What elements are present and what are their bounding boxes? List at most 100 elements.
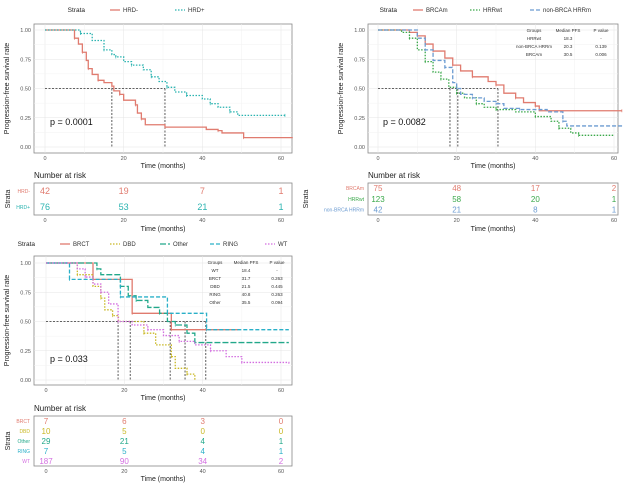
legend-label: RING (223, 242, 238, 248)
risk-x-tick: 0 (376, 218, 379, 224)
legend-label: non-BRCA HRRm (543, 8, 591, 14)
risk-row-label: non-BRCA HRRm (324, 207, 364, 213)
inset-cell: - (600, 36, 602, 41)
y-tick-label: 0.75 (20, 57, 31, 63)
legend-label: HRD- (123, 8, 138, 14)
risk-count: 42 (40, 186, 50, 196)
risk-count: 7 (44, 447, 49, 456)
risk-x-tick: 40 (199, 218, 205, 224)
x-tick-label: 40 (200, 388, 206, 394)
risk-x-tick: 20 (454, 218, 460, 224)
km-panel-1: 0 20 40 60 0.00 0.25 0.50 0.75 1.00 Time (months)… (4, 7, 293, 233)
survival-curve-wt (46, 262, 290, 364)
legend-label: Other (173, 242, 188, 248)
inset-cell: 0.006 (595, 52, 607, 57)
survival-curve-other (46, 262, 289, 344)
x-tick-label: 20 (121, 156, 127, 162)
risk-count: 76 (40, 202, 50, 212)
risk-table-title: Number at risk (34, 404, 87, 413)
p-value: p = 0.0082 (383, 117, 426, 127)
inset-header: Median PFS (234, 260, 259, 265)
y-tick-label: 0.00 (354, 145, 365, 151)
inset-cell: Other (209, 300, 221, 305)
inset-header: P value (594, 28, 609, 33)
x-tick-label: 0 (376, 156, 379, 162)
legend-title: Strata (68, 7, 86, 14)
survival-curve-ring (46, 262, 289, 331)
y-axis-label: Progression-free survival rate (338, 43, 345, 135)
inset-header: Groups (527, 28, 543, 33)
inset-cell: RING (209, 292, 221, 297)
survival-curve-dbd (46, 262, 196, 380)
risk-x-tick: 60 (611, 218, 617, 224)
inset-cell: BRCT (209, 276, 222, 281)
risk-count: 10 (42, 427, 51, 436)
risk-table-panel (367, 182, 619, 216)
y-tick-label: 0.00 (20, 145, 31, 151)
risk-count: 42 (374, 206, 383, 215)
x-tick-label: 60 (278, 388, 284, 394)
risk-count: 8 (533, 206, 538, 215)
risk-count: 1 (279, 437, 284, 446)
y-tick-label: 0.50 (20, 320, 31, 326)
risk-count: 1 (279, 447, 284, 456)
risk-count: 1 (612, 206, 617, 215)
risk-x-label: Time (months) (471, 226, 516, 233)
inset-cell: 0.094 (271, 300, 283, 305)
inset-cell: HRRwt (527, 36, 542, 41)
risk-row-label: Other (17, 439, 30, 445)
inset-cell: 18.3 (564, 36, 573, 41)
risk-row-label: WT (22, 459, 30, 465)
legend-label: HRRwt (483, 8, 502, 14)
legend-label: BRCT (73, 242, 90, 248)
risk-table-panel (33, 415, 293, 467)
x-tick-label: 60 (278, 156, 284, 162)
y-tick-label: 0.50 (20, 87, 31, 93)
y-axis-label: Progression-free survival rate (4, 43, 11, 135)
legend-label: HRD+ (188, 8, 205, 14)
risk-x-tick: 40 (532, 218, 538, 224)
risk-count: 123 (371, 195, 385, 204)
legend-label: WT (278, 242, 288, 248)
inset-cell: 0.263 (271, 292, 283, 297)
risk-count: 19 (119, 186, 129, 196)
x-axis-label: Time (months) (141, 395, 186, 402)
inset-header: Groups (208, 260, 224, 265)
x-axis-label: Time (months) (471, 163, 516, 170)
survival-curve-brcam (378, 29, 622, 112)
risk-count: 29 (42, 437, 51, 446)
inset-cell: 30.5 (564, 52, 573, 57)
inset-cell: 35.5 (242, 300, 251, 305)
inset-header: P value (270, 260, 285, 265)
risk-table-title: Number at risk (34, 171, 87, 180)
risk-count: 17 (531, 184, 540, 193)
risk-count: 20 (531, 195, 540, 204)
risk-y-label: Strata (303, 190, 310, 209)
risk-count: 21 (120, 437, 129, 446)
survival-curve-hrd- (45, 29, 293, 139)
p-value: p = 0.0001 (50, 117, 93, 127)
inset-cell: non-BRCA HRRm (516, 44, 552, 49)
x-axis-label: Time (months) (141, 163, 186, 170)
risk-count: 0 (200, 427, 205, 436)
risk-count: 0 (279, 427, 284, 436)
risk-count: 2 (612, 184, 617, 193)
x-tick-label: 0 (44, 388, 47, 394)
risk-row-label: BRCT (16, 419, 30, 425)
risk-x-tick: 40 (200, 469, 206, 475)
y-tick-label: 0.75 (354, 57, 365, 63)
y-tick-label: 0.25 (20, 116, 31, 122)
risk-x-tick: 60 (278, 218, 284, 224)
risk-count: 4 (200, 447, 205, 456)
y-axis-label: Progression-free survival rate (4, 275, 11, 367)
risk-count: 5 (122, 447, 127, 456)
inset-cell: DBD (210, 284, 220, 289)
risk-count: 0 (279, 417, 284, 426)
risk-count: 34 (198, 457, 207, 466)
y-tick-label: 1.00 (354, 28, 365, 34)
y-tick-label: 0.25 (20, 349, 31, 355)
risk-row-label: HRRwt (348, 197, 364, 203)
inset-cell: 0.139 (595, 44, 607, 49)
